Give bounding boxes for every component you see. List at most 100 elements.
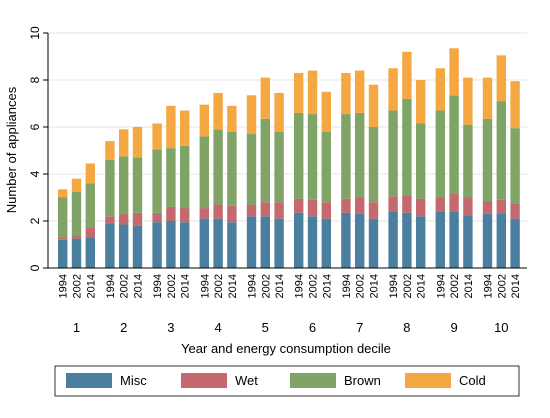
bar-segment-cold [227, 105, 237, 132]
bar-segment-brown [199, 136, 209, 209]
bar-segment-wet [294, 198, 304, 213]
x-year-label: 2002 [449, 274, 461, 298]
y-tick-label: 0 [28, 264, 42, 271]
bar-segment-wet [368, 202, 379, 219]
x-year-label: 1994 [435, 274, 447, 298]
bar-segment-brown [416, 123, 426, 199]
y-axis-title: Number of appliances [4, 86, 19, 213]
x-decile-label: 7 [356, 320, 363, 335]
bar-segment-misc [71, 238, 82, 268]
bar-segment-brown [246, 134, 257, 205]
bar-segment-brown [227, 131, 237, 206]
bar-segment-cold [449, 48, 459, 96]
bar-segment-cold [152, 123, 162, 150]
bar-segment-misc [402, 212, 412, 268]
x-axis-title: Year and energy consumption decile [181, 341, 391, 356]
bar-segment-misc [496, 213, 506, 268]
bar-segment-cold [260, 77, 270, 119]
x-year-label: 1994 [341, 274, 353, 298]
bar-segment-misc [368, 218, 379, 268]
legend-label-wet: Wet [235, 373, 258, 388]
bar-segment-brown [85, 183, 95, 229]
bar-segment-wet [416, 198, 426, 217]
x-year-label: 1994 [105, 274, 117, 298]
bar-segment-cold [213, 92, 223, 130]
x-decile-label: 9 [450, 320, 457, 335]
legend-swatch-brown [290, 373, 336, 388]
bar-segment-misc [416, 216, 426, 268]
bar-segment-cold [510, 81, 520, 129]
y-tick-label: 10 [28, 26, 42, 40]
legend-label-brown: Brown [344, 373, 381, 388]
x-year-label: 2014 [227, 274, 239, 298]
legend-label-misc: Misc [120, 373, 147, 388]
bar-segment-wet [274, 202, 284, 219]
x-year-label: 1994 [294, 274, 306, 298]
x-year-label: 2002 [166, 274, 178, 298]
x-decile-label: 6 [309, 320, 316, 335]
bar-segment-misc [166, 221, 176, 268]
y-tick-label: 6 [28, 123, 42, 130]
x-year-label: 2002 [119, 274, 131, 298]
bar-segment-wet [388, 196, 398, 212]
bar-segment-wet [510, 203, 520, 219]
bar-segment-cold [341, 72, 351, 115]
x-year-label: 2002 [355, 274, 367, 298]
bar-segment-wet [213, 204, 223, 219]
bar-segment-wet [341, 198, 351, 213]
bar-segment-wet [307, 199, 318, 217]
bar-segment-cold [119, 129, 129, 157]
bar-segment-cold [435, 68, 445, 111]
bar-segment-cold [402, 51, 412, 99]
bar-segment-misc [85, 237, 95, 268]
x-year-label: 2014 [510, 274, 522, 298]
bar-segment-brown [105, 159, 115, 217]
bar-segment-misc [482, 213, 493, 268]
bar-segment-wet [435, 197, 445, 212]
bar-segment-wet [180, 208, 190, 223]
bar-segment-misc [341, 212, 351, 268]
bar-segment-cold [58, 189, 68, 198]
x-decile-label: 5 [262, 320, 269, 335]
bar-segment-brown [213, 129, 223, 205]
bar-segment-wet [482, 201, 493, 214]
x-year-label: 1994 [58, 274, 70, 298]
y-tick-label: 2 [28, 217, 42, 224]
bar-segment-cold [85, 163, 95, 184]
bar-segment-cold [166, 105, 176, 149]
legend-swatch-wet [181, 373, 227, 388]
bar-segment-brown [132, 157, 143, 213]
bar-segment-brown [166, 148, 176, 207]
bar-segment-misc [260, 216, 270, 268]
bar-segment-misc [449, 211, 459, 268]
bar-segment-wet [355, 197, 365, 214]
bar-segment-misc [388, 211, 398, 268]
bar-segment-misc [213, 218, 223, 268]
x-decile-label: 8 [403, 320, 410, 335]
x-year-label: 2002 [213, 274, 225, 298]
bar-segment-wet [71, 235, 82, 239]
bar-segment-misc [463, 215, 473, 268]
x-year-label: 1994 [152, 274, 164, 298]
x-year-label: 2014 [463, 274, 475, 298]
bar-segment-brown [152, 149, 162, 213]
bar-segment-misc [274, 218, 284, 268]
x-year-label: 2014 [274, 274, 286, 298]
bar-segment-wet [496, 199, 506, 214]
bar-segment-cold [132, 127, 143, 158]
bar-segment-misc [132, 225, 143, 268]
x-decile-label: 2 [120, 320, 127, 335]
bar-segment-wet [119, 213, 129, 225]
x-year-label: 2002 [260, 274, 272, 298]
x-year-label: 2014 [85, 274, 97, 298]
x-year-label: 2014 [180, 274, 192, 298]
bar-segment-cold [307, 70, 318, 115]
bar-segment-brown [463, 124, 473, 198]
bar-segment-cold [246, 95, 257, 135]
bar-segment-brown [368, 127, 379, 203]
bar-segment-cold [355, 70, 365, 113]
bar-segment-wet [227, 205, 237, 223]
